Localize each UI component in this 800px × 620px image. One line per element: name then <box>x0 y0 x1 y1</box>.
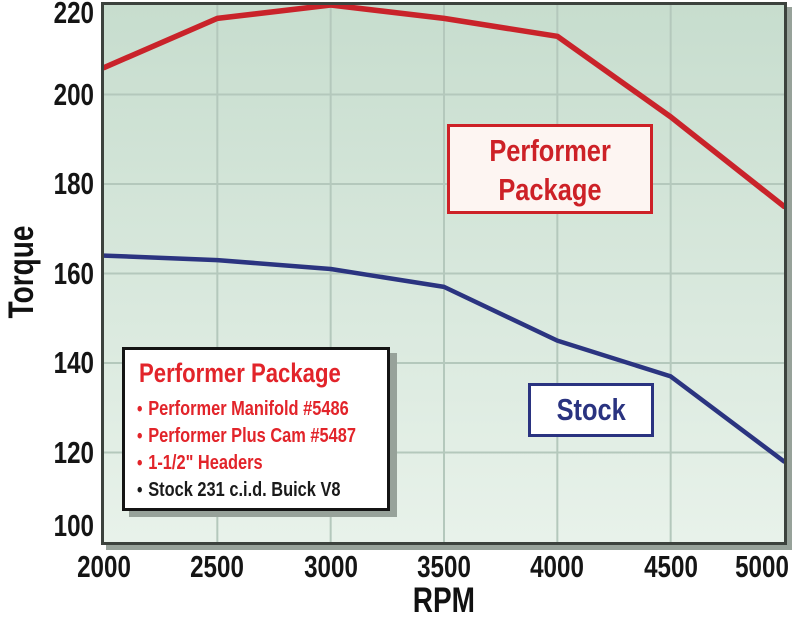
x-tick-label: 2500 <box>190 549 245 584</box>
legend-item: • Stock 231 c.i.d. Buick V8 <box>137 477 341 504</box>
bullet-icon: • <box>137 453 143 474</box>
x-tick-label: 3000 <box>303 549 358 584</box>
performer-callout-line2: Package <box>498 172 602 207</box>
stock-line <box>104 253 784 464</box>
legend-item-text: Performer Manifold #5486 <box>148 398 349 420</box>
bullet-icon: • <box>137 426 143 447</box>
y-tick-label: 100 <box>53 508 94 543</box>
y-tick-label: 120 <box>53 434 94 470</box>
bullet-icon: • <box>137 480 143 501</box>
y-tick-label: 160 <box>53 255 94 291</box>
y-tick-label: 140 <box>53 345 94 380</box>
x-tick-label: 3500 <box>417 549 471 584</box>
legend-item-text: 1-1/2" Headers <box>148 452 263 474</box>
x-tick-label: 5000 <box>735 549 789 584</box>
legend-item-text: Stock 231 c.i.d. Buick V8 <box>148 479 341 501</box>
legend-item-text: Performer Plus Cam #5487 <box>148 425 357 447</box>
performer-package-line <box>104 5 784 210</box>
legend-box: Performer Package • Performer Manifold #5… <box>122 347 390 511</box>
x-tick-label: 4000 <box>530 549 585 584</box>
performer-callout-line1: Performer <box>489 133 611 168</box>
y-tick-label: 220 <box>53 0 94 30</box>
stock-callout-text: Stock <box>556 392 626 427</box>
legend-item: • Performer Plus Cam #5487 <box>137 423 356 450</box>
y-tick-label: 180 <box>53 166 94 201</box>
x-tick-label: 2000 <box>77 549 131 584</box>
legend-item: • 1-1/2" Headers <box>137 450 337 477</box>
x-axis-title-text: RPM <box>412 581 476 620</box>
legend-title: Performer Package <box>139 358 341 388</box>
stock-callout: Stock <box>528 383 654 437</box>
y-tick-label: 200 <box>53 76 94 112</box>
legend-item: • Performer Manifold #5486 <box>137 396 349 423</box>
x-tick-label: 4500 <box>643 549 698 584</box>
legend-item-list: • Performer Manifold #5486 • Performer Plus… <box>137 396 381 504</box>
bullet-icon: • <box>137 399 143 420</box>
performer-package-callout: Performer Package <box>447 124 653 214</box>
x-axis-title: RPM <box>344 581 544 620</box>
